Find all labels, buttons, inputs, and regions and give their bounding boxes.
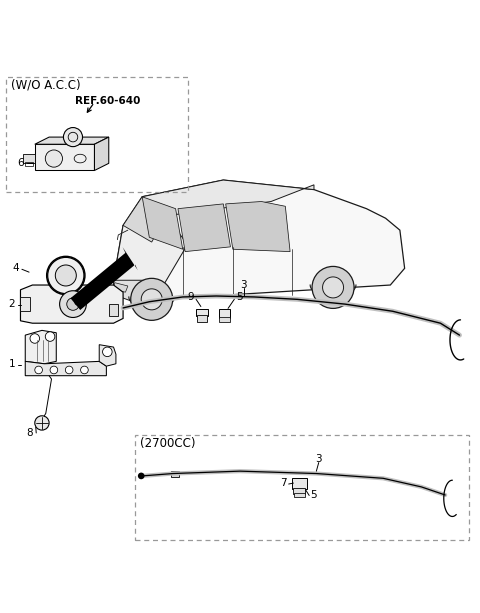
- Polygon shape: [35, 144, 95, 170]
- Polygon shape: [35, 137, 109, 144]
- Bar: [109, 304, 118, 316]
- Bar: [293, 488, 305, 493]
- Bar: [21, 297, 30, 311]
- Text: 8: 8: [27, 428, 33, 438]
- Polygon shape: [178, 204, 230, 251]
- Bar: [6, 77, 188, 192]
- Text: (2700CC): (2700CC): [140, 437, 195, 450]
- Polygon shape: [114, 216, 188, 297]
- Bar: [25, 162, 33, 166]
- Polygon shape: [25, 330, 56, 364]
- Text: 7: 7: [280, 478, 286, 488]
- Text: (W/O A.C.C): (W/O A.C.C): [11, 78, 81, 91]
- Text: 3: 3: [315, 454, 322, 464]
- Circle shape: [67, 298, 79, 310]
- Circle shape: [138, 473, 144, 479]
- Polygon shape: [123, 197, 166, 242]
- Text: 5: 5: [236, 292, 242, 302]
- Polygon shape: [226, 202, 290, 251]
- Polygon shape: [115, 283, 128, 292]
- Circle shape: [35, 416, 49, 430]
- Polygon shape: [99, 345, 116, 366]
- Circle shape: [131, 278, 173, 321]
- Circle shape: [103, 347, 112, 357]
- Text: 9: 9: [188, 292, 194, 302]
- Circle shape: [60, 291, 86, 318]
- Bar: [135, 435, 469, 540]
- Text: 6: 6: [17, 158, 24, 169]
- Circle shape: [45, 150, 62, 167]
- Polygon shape: [114, 280, 156, 304]
- Polygon shape: [95, 137, 109, 170]
- Polygon shape: [142, 180, 314, 216]
- Circle shape: [312, 267, 354, 308]
- Polygon shape: [71, 247, 138, 310]
- Text: 1: 1: [9, 359, 15, 369]
- Bar: [197, 315, 206, 322]
- Polygon shape: [21, 285, 123, 323]
- Text: 5: 5: [311, 490, 317, 500]
- Circle shape: [323, 277, 344, 298]
- Circle shape: [65, 366, 73, 374]
- Text: 2: 2: [9, 299, 15, 309]
- Polygon shape: [114, 180, 405, 299]
- Circle shape: [48, 257, 84, 294]
- Bar: [219, 317, 229, 322]
- Circle shape: [30, 333, 39, 343]
- Bar: [171, 471, 180, 477]
- Text: 3: 3: [240, 280, 247, 290]
- Circle shape: [141, 289, 162, 310]
- Polygon shape: [25, 362, 107, 376]
- Bar: [294, 493, 305, 497]
- Bar: [292, 478, 307, 489]
- Circle shape: [55, 265, 76, 286]
- Bar: [218, 310, 230, 318]
- Circle shape: [50, 366, 58, 374]
- Circle shape: [63, 128, 83, 147]
- Circle shape: [45, 332, 55, 341]
- Circle shape: [81, 366, 88, 374]
- Circle shape: [35, 366, 42, 374]
- Bar: [23, 154, 35, 163]
- Polygon shape: [142, 197, 183, 249]
- Bar: [196, 310, 207, 316]
- Text: 4: 4: [12, 264, 19, 273]
- Text: REF.60-640: REF.60-640: [75, 96, 141, 106]
